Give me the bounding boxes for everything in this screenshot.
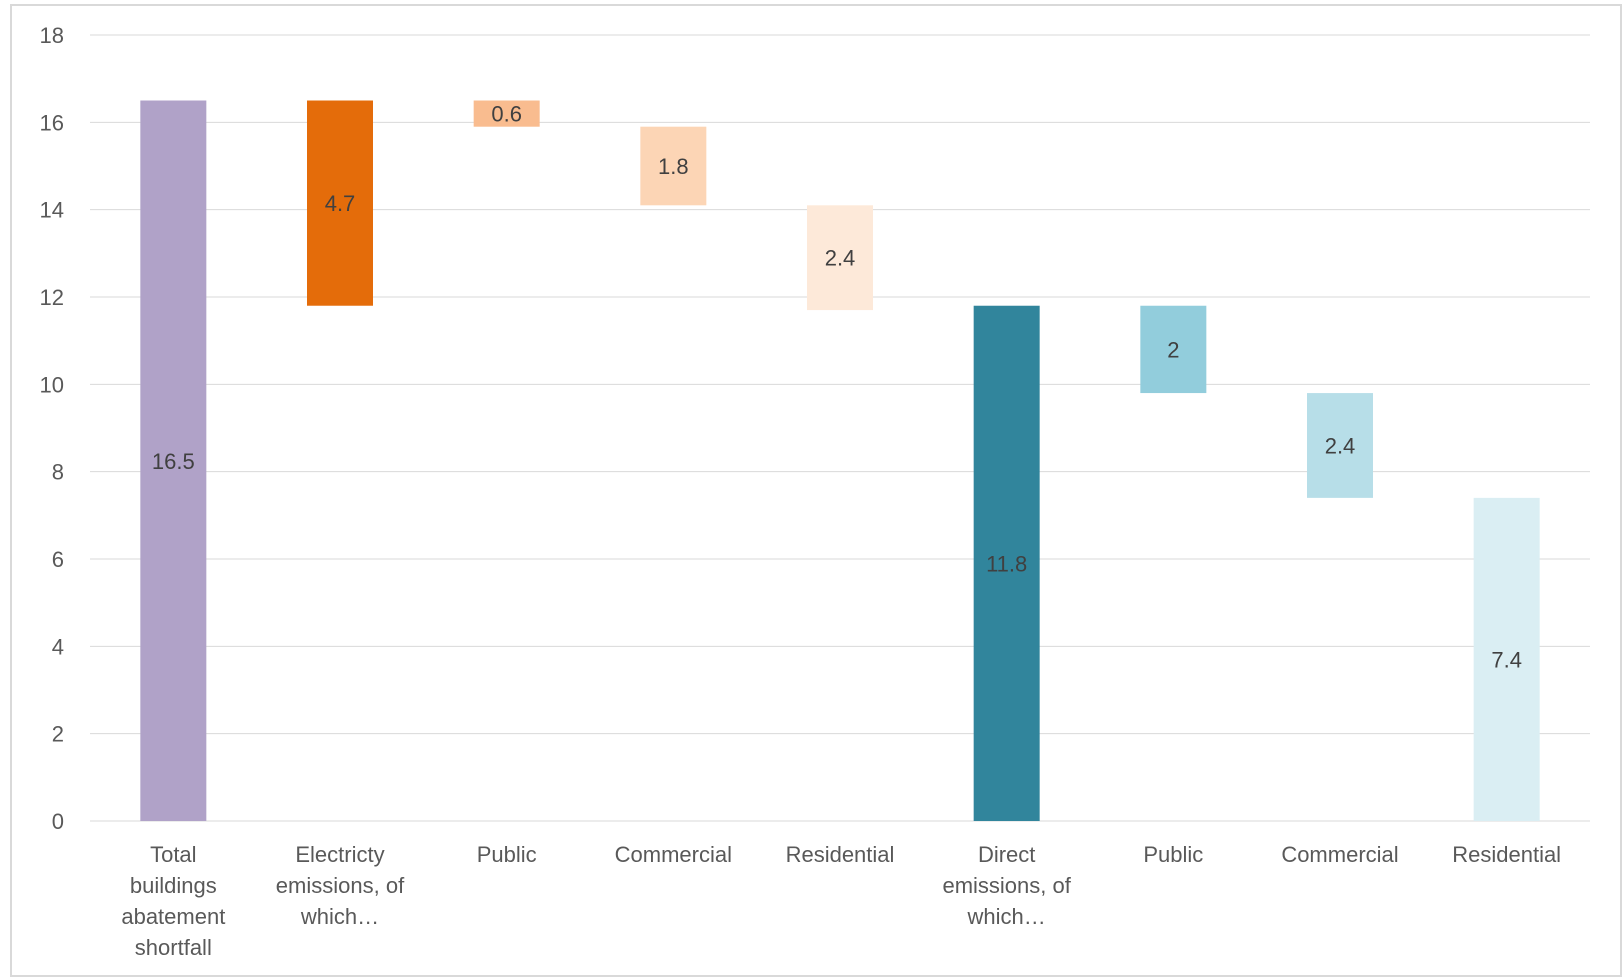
category-label-8: Commercial — [1281, 842, 1398, 867]
data-label-8: 2.4 — [1325, 433, 1356, 458]
data-label-5: 2.4 — [825, 246, 856, 271]
bar-6 — [973, 305, 1040, 821]
y-tick-label: 18 — [40, 23, 64, 48]
bar-4 — [640, 126, 707, 206]
data-label-1: 16.5 — [152, 449, 195, 474]
bar-1 — [140, 100, 207, 821]
category-label-2: Electricty emissions, of which… — [276, 842, 405, 929]
category-label-line: Direct — [978, 842, 1035, 867]
data-label-6: 11.8 — [986, 551, 1027, 576]
category-label-5: Residential — [786, 842, 895, 867]
category-label-6: Direct emissions, of which… — [942, 842, 1071, 929]
category-label-1: Total buildings abatement shortfall — [121, 842, 225, 960]
category-label-line: Residential — [1452, 842, 1561, 867]
category-label-line: Residential — [786, 842, 895, 867]
category-label-line: shortfall — [135, 935, 212, 960]
y-tick-label: 2 — [52, 722, 64, 747]
category-label-7: Public — [1143, 842, 1203, 867]
category-label-3: Public — [477, 842, 537, 867]
data-label-7: 2 — [1167, 337, 1179, 362]
data-label-3: 0.6 — [491, 102, 522, 127]
category-label-line: abatement — [121, 904, 225, 929]
category-label-line: Electricty — [295, 842, 384, 867]
data-label-2: 4.7 — [325, 191, 356, 216]
x-axis-labels: Total buildings abatement shortfall Electric… — [121, 842, 1561, 960]
bars — [140, 100, 1540, 821]
bar-7 — [1140, 305, 1207, 394]
category-label-9: Residential — [1452, 842, 1561, 867]
category-label-line: Total — [150, 842, 196, 867]
y-tick-label: 10 — [40, 372, 64, 397]
category-label-line: which… — [967, 904, 1046, 929]
data-labels: 16.5 4.7 0.6 1.8 2.4 11.8 2 2.4 7.4 — [152, 102, 1522, 673]
y-tick-label: 14 — [40, 198, 64, 223]
category-label-4: Commercial — [615, 842, 732, 867]
category-label-line: which… — [300, 904, 379, 929]
bar-2 — [307, 100, 373, 306]
y-tick-label: 0 — [52, 809, 64, 834]
category-label-line: buildings — [130, 873, 217, 898]
category-label-line: Commercial — [615, 842, 732, 867]
category-label-line: emissions, of — [276, 873, 405, 898]
y-tick-label: 16 — [40, 110, 64, 135]
category-label-line: Public — [477, 842, 537, 867]
data-label-4: 1.8 — [658, 154, 689, 179]
y-tick-label: 12 — [40, 285, 64, 310]
bar-9 — [1473, 497, 1540, 821]
category-label-line: Commercial — [1281, 842, 1398, 867]
y-tick-label: 8 — [52, 460, 64, 485]
bar-3 — [473, 100, 540, 127]
bar-8 — [1307, 393, 1373, 498]
y-tick-label: 6 — [52, 547, 64, 572]
bar-5 — [807, 205, 873, 311]
category-label-line: Public — [1143, 842, 1203, 867]
y-axis-ticks: 0 2 4 6 8 10 12 14 16 18 — [40, 23, 64, 834]
data-label-9: 7.4 — [1491, 647, 1522, 672]
category-label-line: emissions, of — [942, 873, 1071, 898]
y-tick-label: 4 — [52, 634, 64, 659]
